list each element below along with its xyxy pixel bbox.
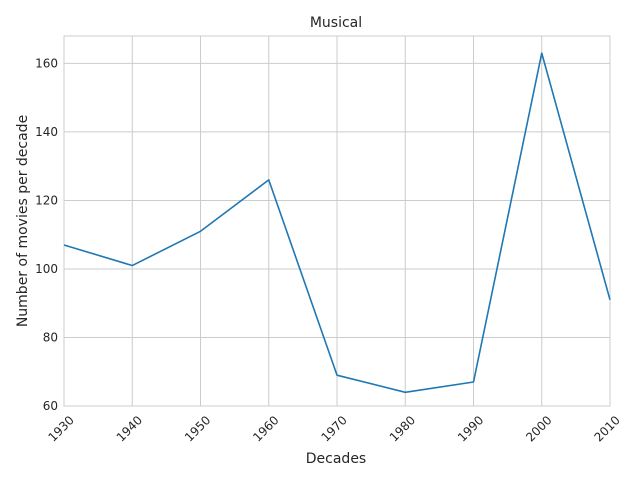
y-tick-label: 120	[35, 193, 58, 207]
x-tick-label: 2010	[591, 413, 622, 444]
chart-title: Musical	[310, 15, 362, 31]
x-tick-label: 2000	[523, 413, 554, 444]
plot-frame	[63, 35, 611, 407]
grid	[63, 36, 611, 407]
y-tick-label: 80	[43, 330, 58, 344]
y-tick-label: 160	[35, 56, 58, 70]
x-tick-label: 1930	[45, 413, 76, 444]
x-tick-label: 1950	[182, 413, 213, 444]
x-tick-label: 1970	[318, 413, 349, 444]
x-axis-ticks: 1930 1940 1950 1960 1970 1980 1990 2000 2010	[45, 413, 622, 444]
x-tick-label: 1940	[114, 413, 145, 444]
y-tick-label: 60	[43, 399, 58, 413]
x-tick-label: 1980	[387, 413, 418, 444]
y-tick-label: 140	[35, 125, 58, 139]
y-axis-label: Number of movies per decade	[15, 115, 31, 327]
x-axis-label: Decades	[306, 451, 366, 467]
y-axis-ticks: 60 80 100 120 140 160	[35, 56, 58, 413]
series-layer	[63, 52, 611, 394]
x-tick-label: 1960	[250, 413, 281, 444]
x-tick-label: 1990	[455, 413, 486, 444]
y-tick-label: 100	[35, 262, 58, 276]
